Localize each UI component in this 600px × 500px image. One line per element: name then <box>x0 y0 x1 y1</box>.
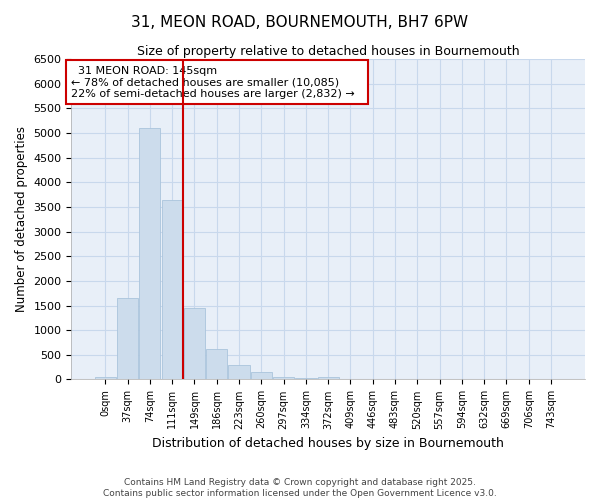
Bar <box>161 200 183 380</box>
Bar <box>317 377 339 380</box>
Text: Contains HM Land Registry data © Crown copyright and database right 2025.
Contai: Contains HM Land Registry data © Crown c… <box>103 478 497 498</box>
Text: 31 MEON ROAD: 145sqm
← 78% of detached houses are smaller (10,085)
22% of semi-d: 31 MEON ROAD: 145sqm ← 78% of detached h… <box>71 66 362 99</box>
Bar <box>95 377 116 380</box>
Bar <box>251 372 272 380</box>
Bar <box>117 298 138 380</box>
Bar <box>184 308 205 380</box>
Y-axis label: Number of detached properties: Number of detached properties <box>15 126 28 312</box>
X-axis label: Distribution of detached houses by size in Bournemouth: Distribution of detached houses by size … <box>152 437 504 450</box>
Bar <box>206 349 227 380</box>
Bar <box>273 377 294 380</box>
Bar <box>295 378 317 380</box>
Title: Size of property relative to detached houses in Bournemouth: Size of property relative to detached ho… <box>137 45 520 58</box>
Bar <box>139 128 160 380</box>
Text: 31, MEON ROAD, BOURNEMOUTH, BH7 6PW: 31, MEON ROAD, BOURNEMOUTH, BH7 6PW <box>131 15 469 30</box>
Bar <box>229 364 250 380</box>
